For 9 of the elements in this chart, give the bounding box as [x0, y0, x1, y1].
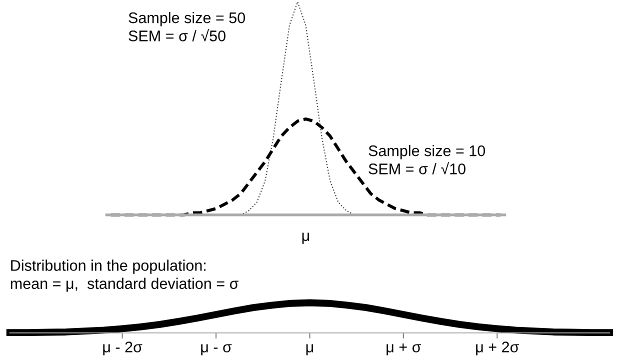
- x-tick-label: μ - σ: [201, 344, 232, 356]
- chart-title: Distribution in the population: mean = μ, standard deviation = σ: [10, 260, 238, 292]
- x-tick-label: μ + σ: [386, 343, 422, 356]
- text: μ: [302, 232, 310, 244]
- x-tick-label: μ + 2σ: [476, 342, 519, 356]
- x-tick-label: μ - 2σ: [103, 342, 142, 356]
- x-tick-label: μ: [306, 344, 314, 356]
- series-label: Sample size = 10 SEM = σ / √10: [368, 145, 486, 174]
- text: Sample size = 50 SEM = σ / √50: [128, 12, 246, 42]
